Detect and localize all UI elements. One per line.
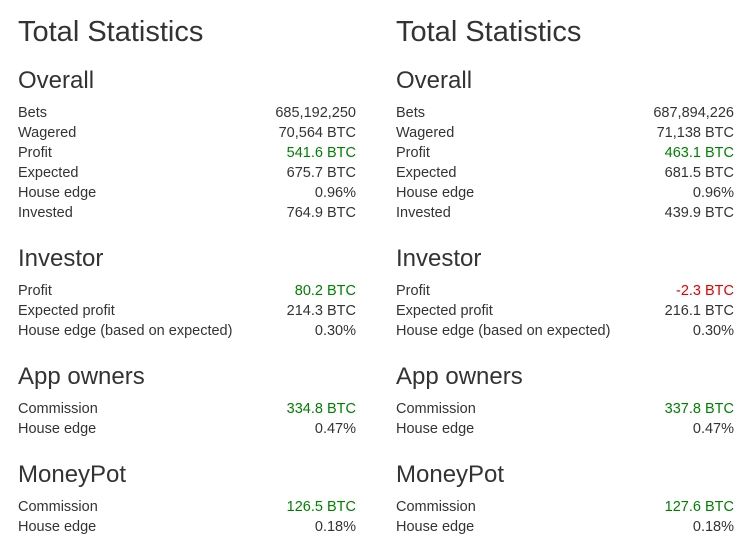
section-investor: Investor Profit 80.2 BTC Expected profit 2…	[18, 245, 356, 341]
stat-row-expected: Expected 681.5 BTC	[396, 163, 734, 183]
stat-label: Wagered	[396, 125, 455, 141]
stat-value: 216.1 BTC	[664, 303, 734, 319]
stat-value: 0.96%	[314, 185, 356, 201]
stat-label: Expected profit	[18, 303, 115, 319]
stat-label: Expected	[396, 165, 457, 181]
stat-label: Commission	[18, 499, 98, 515]
stat-label: Invested	[396, 205, 451, 221]
stat-label: House edge	[18, 185, 97, 201]
stat-row-house-edge: House edge 0.18%	[18, 517, 356, 537]
stat-label: Expected	[18, 165, 79, 181]
section-title-moneypot: MoneyPot	[18, 461, 127, 488]
stats-panel-left: Total Statistics Overall Bets 685,192,250…	[18, 0, 356, 537]
stat-row-house-edge: House edge 0.47%	[18, 419, 356, 439]
stat-value: 685,192,250	[275, 105, 356, 121]
stat-row-expected: Expected 675.7 BTC	[18, 163, 356, 183]
section-app-owners: App owners Commission 337.8 BTC House edg…	[396, 363, 734, 439]
stat-value: 80.2 BTC	[294, 283, 356, 299]
stat-value: 541.6 BTC	[286, 145, 356, 161]
section-title-moneypot: MoneyPot	[396, 461, 505, 488]
stat-value: 0.30%	[692, 323, 734, 339]
stat-value: 439.9 BTC	[664, 205, 734, 221]
section-title-app-owners: App owners	[396, 363, 523, 390]
stat-row-wagered: Wagered 71,138 BTC	[396, 123, 734, 143]
stat-row-house-edge: House edge 0.96%	[18, 183, 356, 203]
stat-row-bets: Bets 687,894,226	[396, 103, 734, 123]
stat-value: -2.3 BTC	[675, 283, 734, 299]
stat-row-house-edge-expected: House edge (based on expected) 0.30%	[396, 321, 734, 341]
section-title-app-owners: App owners	[18, 363, 145, 390]
stat-label: Commission	[18, 401, 98, 417]
stat-label: Profit	[396, 283, 430, 299]
stat-label: House edge	[396, 421, 475, 437]
stat-label: House edge	[396, 519, 475, 535]
stat-label: Wagered	[18, 125, 77, 141]
stat-row-bets: Bets 685,192,250	[18, 103, 356, 123]
stat-row-commission: Commission 337.8 BTC	[396, 399, 734, 419]
stat-value: 0.18%	[314, 519, 356, 535]
stat-row-commission: Commission 334.8 BTC	[18, 399, 356, 419]
section-title-investor: Investor	[396, 245, 482, 272]
stat-label: Commission	[396, 499, 476, 515]
stat-row-profit: Profit 463.1 BTC	[396, 143, 734, 163]
stat-label: House edge (based on expected)	[396, 323, 611, 339]
section-title-overall: Overall	[396, 67, 473, 94]
stat-label: House edge	[396, 185, 475, 201]
stat-value: 334.8 BTC	[286, 401, 356, 417]
page-title: Total Statistics	[18, 16, 204, 48]
stat-row-profit: Profit 541.6 BTC	[18, 143, 356, 163]
stat-value: 0.96%	[692, 185, 734, 201]
stat-value: 764.9 BTC	[286, 205, 356, 221]
stat-row-house-edge-expected: House edge (based on expected) 0.30%	[18, 321, 356, 341]
stat-value: 0.30%	[314, 323, 356, 339]
stat-label: Bets	[396, 105, 426, 121]
stat-row-profit: Profit 80.2 BTC	[18, 281, 356, 301]
section-investor: Investor Profit -2.3 BTC Expected profit 2…	[396, 245, 734, 341]
stat-row-wagered: Wagered 70,564 BTC	[18, 123, 356, 143]
stat-row-expected-profit: Expected profit 216.1 BTC	[396, 301, 734, 321]
stat-value: 337.8 BTC	[664, 401, 734, 417]
stat-value: 0.47%	[692, 421, 734, 437]
stat-label: House edge	[18, 519, 97, 535]
stat-value: 681.5 BTC	[664, 165, 734, 181]
stat-row-house-edge: House edge 0.47%	[396, 419, 734, 439]
section-overall: Overall Bets 687,894,226 Wagered 71,138 BT…	[396, 67, 734, 223]
stat-row-profit: Profit -2.3 BTC	[396, 281, 734, 301]
stat-row-commission: Commission 127.6 BTC	[396, 497, 734, 517]
stat-label: Expected profit	[396, 303, 493, 319]
stat-row-invested: Invested 764.9 BTC	[18, 203, 356, 223]
stat-row-commission: Commission 126.5 BTC	[18, 497, 356, 517]
stat-label: Profit	[18, 145, 52, 161]
stat-value: 71,138 BTC	[656, 125, 734, 141]
stats-panel-right: Total Statistics Overall Bets 687,894,226…	[396, 0, 734, 537]
stat-label: Commission	[396, 401, 476, 417]
stat-label: Profit	[18, 283, 52, 299]
stat-row-house-edge: House edge 0.96%	[396, 183, 734, 203]
section-moneypot: MoneyPot Commission 126.5 BTC House edge 0…	[18, 461, 356, 537]
stat-value: 0.47%	[314, 421, 356, 437]
stat-value: 687,894,226	[653, 105, 734, 121]
stat-value: 675.7 BTC	[286, 165, 356, 181]
stat-label: Profit	[396, 145, 430, 161]
stat-label: House edge	[18, 421, 97, 437]
stat-value: 0.18%	[692, 519, 734, 535]
stat-label: House edge (based on expected)	[18, 323, 233, 339]
stat-row-expected-profit: Expected profit 214.3 BTC	[18, 301, 356, 321]
section-app-owners: App owners Commission 334.8 BTC House edg…	[18, 363, 356, 439]
stat-label: Bets	[18, 105, 48, 121]
stat-value: 70,564 BTC	[278, 125, 356, 141]
stat-value: 127.6 BTC	[664, 499, 734, 515]
page-title: Total Statistics	[396, 16, 582, 48]
stat-value: 126.5 BTC	[286, 499, 356, 515]
stat-value: 463.1 BTC	[664, 145, 734, 161]
stat-row-invested: Invested 439.9 BTC	[396, 203, 734, 223]
stat-label: Invested	[18, 205, 73, 221]
section-overall: Overall Bets 685,192,250 Wagered 70,564 BT…	[18, 67, 356, 223]
section-title-overall: Overall	[18, 67, 95, 94]
stat-row-house-edge: House edge 0.18%	[396, 517, 734, 537]
stat-value: 214.3 BTC	[286, 303, 356, 319]
section-title-investor: Investor	[18, 245, 104, 272]
section-moneypot: MoneyPot Commission 127.6 BTC House edge 0…	[396, 461, 734, 537]
